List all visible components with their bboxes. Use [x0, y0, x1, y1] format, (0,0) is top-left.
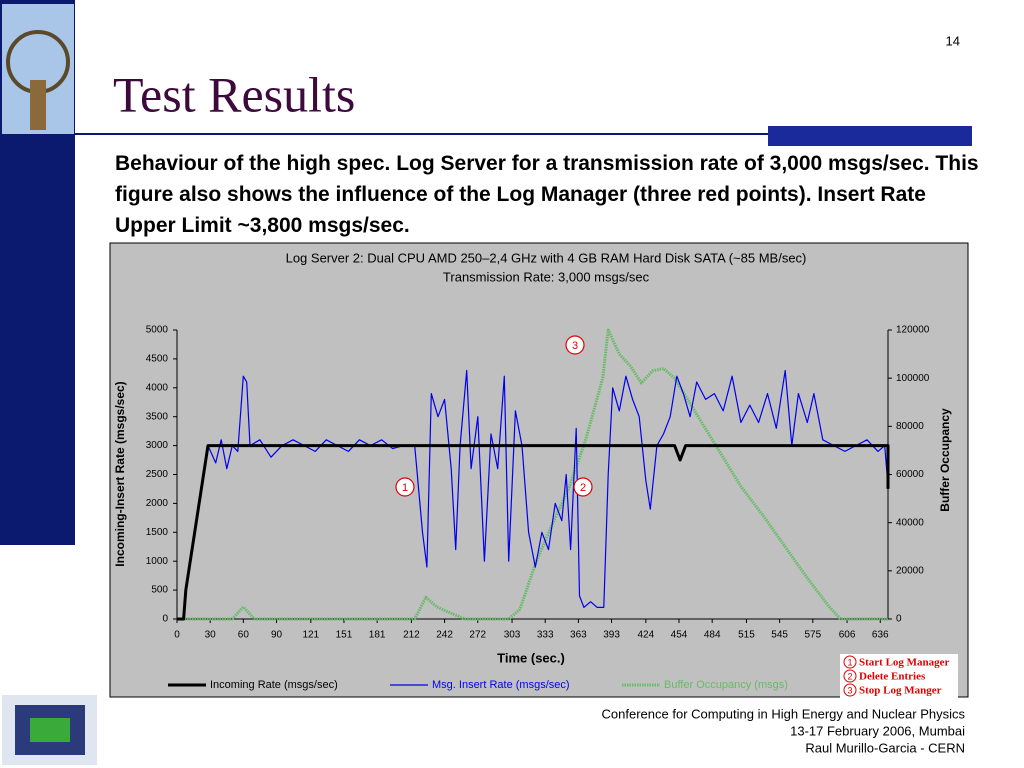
- annotation-label: 2: [580, 482, 586, 494]
- y2-tick-label: 80000: [896, 421, 924, 432]
- x-tick-label: 303: [504, 630, 521, 641]
- y-tick-label: 2500: [146, 469, 169, 480]
- footer-line: Conference for Computing in High Energy …: [602, 706, 966, 721]
- annotation-circle: [395, 477, 415, 497]
- y2-tick-label: 120000: [896, 325, 930, 336]
- x-tick-label: 424: [637, 630, 654, 641]
- legend-label: Msg. Insert Rate (msgs/sec): [432, 679, 570, 691]
- series-line: [207, 369, 889, 608]
- body-text: Behaviour of the high spec. Log Server f…: [115, 152, 979, 237]
- x-tick-label: 515: [738, 630, 755, 641]
- x-tick-label: 242: [436, 630, 453, 641]
- slide-title: Test Results: [113, 66, 355, 122]
- chart-subtitle: Transmission Rate: 3,000 msgs/sec: [443, 269, 650, 284]
- y-tick-label: 3000: [146, 440, 169, 451]
- legend-label: Buffer Occupancy (msgs): [664, 679, 788, 691]
- y2-tick-label: 100000: [896, 373, 930, 384]
- x-tick-label: 121: [302, 630, 319, 641]
- y-tick-label: 500: [151, 585, 168, 596]
- notes-box: [840, 654, 958, 698]
- annotation-circle: [565, 335, 585, 355]
- x-tick-label: 363: [570, 630, 587, 641]
- y-tick-label: 0: [162, 614, 168, 625]
- annotation-circle: [573, 477, 593, 497]
- x-tick-label: 181: [369, 630, 386, 641]
- y-tick-label: 5000: [146, 325, 169, 336]
- chart-frame: [109, 242, 969, 698]
- y-tick-label: 4500: [146, 354, 169, 365]
- y-tick-label: 1500: [146, 527, 169, 538]
- y-tick-label: 4000: [146, 382, 169, 393]
- x-tick-label: 90: [271, 630, 283, 641]
- x-tick-label: 151: [336, 630, 353, 641]
- x-tick-label: 484: [704, 630, 721, 641]
- y2-axis-label: Buffer Occupancy: [938, 408, 952, 512]
- page-number: 14: [946, 33, 960, 48]
- title-rule-block: [768, 126, 972, 146]
- x-tick-label: 575: [804, 630, 821, 641]
- annotation-label: 1: [402, 482, 408, 494]
- note-number: 1: [847, 657, 852, 667]
- note-label: Delete Entries: [859, 671, 926, 683]
- logo-figure: [30, 80, 46, 130]
- y2-tick-label: 60000: [896, 469, 924, 480]
- note-number: 3: [847, 685, 852, 695]
- note-circle: [843, 655, 857, 669]
- y-axis-label: Incoming-Insert Rate (msgs/sec): [113, 381, 127, 566]
- x-axis-label: Time (sec.): [497, 650, 565, 665]
- x-tick-label: 0: [174, 630, 180, 641]
- x-tick-label: 545: [771, 630, 788, 641]
- series-line: [177, 328, 888, 621]
- y-tick-label: 3500: [146, 411, 169, 422]
- note-label: Stop Log Manger: [859, 685, 942, 697]
- detector-logo-core: [30, 718, 70, 742]
- x-tick-label: 333: [537, 630, 554, 641]
- series-line: [177, 444, 890, 621]
- y2-tick-label: 0: [896, 614, 902, 625]
- y-tick-label: 2000: [146, 498, 169, 509]
- x-tick-label: 636: [872, 630, 889, 641]
- annotation-label: 3: [572, 340, 578, 352]
- y2-tick-label: 40000: [896, 517, 924, 528]
- note-circle: [843, 683, 857, 697]
- note-number: 2: [847, 671, 852, 681]
- y-tick-label: 1000: [146, 556, 169, 567]
- x-tick-label: 60: [238, 630, 250, 641]
- x-tick-label: 393: [603, 630, 620, 641]
- x-tick-label: 30: [205, 630, 217, 641]
- note-circle: [843, 669, 857, 683]
- x-tick-label: 212: [403, 630, 420, 641]
- x-tick-label: 606: [839, 630, 856, 641]
- note-label: Start Log Manager: [859, 657, 950, 669]
- footer-line: 13-17 February 2006, Mumbai: [790, 723, 965, 738]
- x-tick-label: 454: [671, 630, 688, 641]
- x-tick-label: 272: [469, 630, 486, 641]
- y2-tick-label: 20000: [896, 565, 924, 576]
- chart-title: Log Server 2: Dual CPU AMD 250–2,4 GHz w…: [286, 250, 807, 265]
- footer-line: Raul Murillo-Garcia - CERN: [805, 740, 965, 755]
- legend-label: Incoming Rate (msgs/sec): [210, 679, 338, 691]
